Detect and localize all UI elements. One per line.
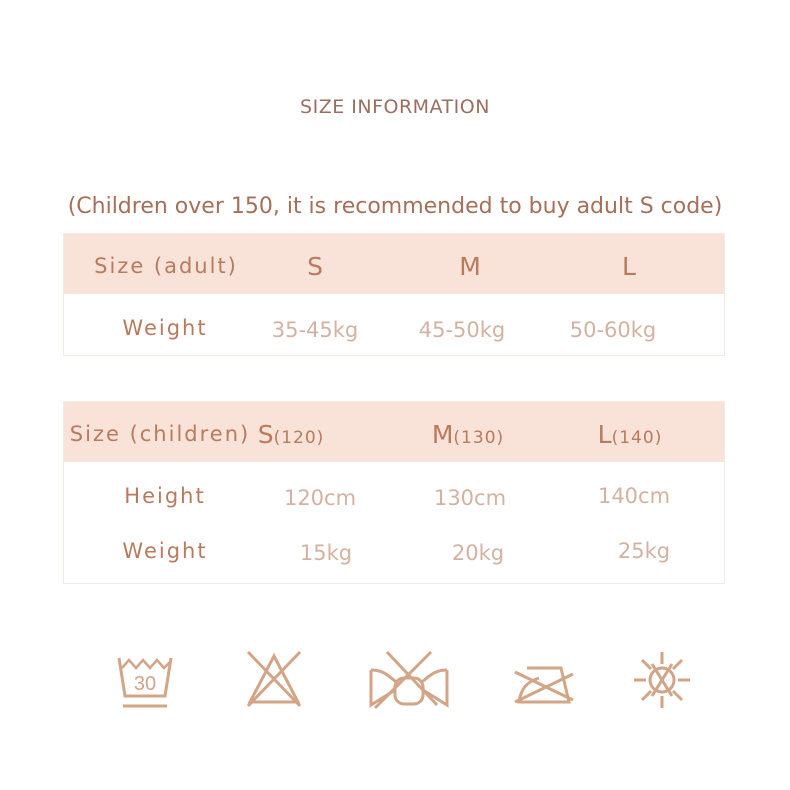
size-m-130: M(130) [432,420,504,449]
do-not-bleach-icon [246,650,302,708]
value: 20kg [451,541,505,565]
size-note: (Children over 150, it is recommended to… [67,194,723,219]
value: 35-45kg [271,318,359,342]
value: 120cm [283,486,357,510]
value: 15kg [299,541,353,565]
adult-header-label: Size (adult) [94,254,238,278]
size-letter: M [431,420,454,449]
do-not-iron-icon [514,666,574,704]
size-height: (120) [273,428,325,448]
size-letter: S [257,420,274,449]
value: 140cm [597,484,671,508]
size-l-140: L(140) [598,420,663,449]
wash-30-icon: 30 [117,657,173,708]
do-not-wring-icon [369,650,449,710]
size-m: M [459,252,481,281]
size-height: (140) [611,428,663,448]
size-s: S [307,252,323,281]
value: 45-50kg [418,318,506,342]
size-letter: L [597,420,612,449]
adult-header-row: Size (adult) S M L [64,234,724,294]
adult-size-table: Size (adult) S M L Weight 35-45kg 45-50k… [63,233,725,356]
children-header-label: Size (children) [69,422,251,446]
children-header-row: Size (children) S(120) M(130) L(140) [64,402,724,462]
size-s-120: S(120) [258,420,325,449]
size-l: L [622,252,636,281]
value: 25kg [617,539,671,563]
row-label: Height [124,484,206,508]
row-label: Weight [122,539,208,563]
children-size-table: Size (children) S(120) M(130) L(140) Hei… [63,401,725,584]
row-label: Weight [122,316,208,340]
do-not-sun-dry-icon [634,652,690,708]
wash-temp: 30 [134,673,156,695]
size-height: (130) [453,428,505,448]
page-title: SIZE INFORMATION [300,96,490,118]
value: 50-60kg [569,318,657,342]
value: 130cm [433,486,507,510]
